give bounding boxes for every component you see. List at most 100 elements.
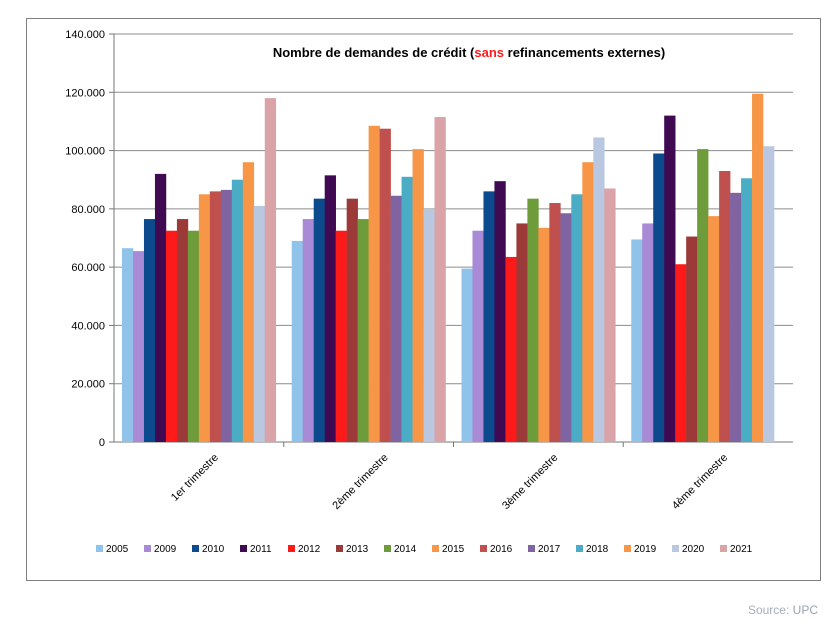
bar-2015-q1: [198, 194, 211, 442]
bar-2005-q1: [122, 248, 134, 442]
bar-2011-q4: [664, 115, 676, 442]
legend-label-2016: 2016: [490, 544, 513, 555]
chart-title-after: refinancements externes): [504, 45, 665, 60]
bar-2011-q3: [494, 181, 506, 443]
legend-swatch-2005: [96, 545, 103, 552]
legend-label-2015: 2015: [442, 544, 465, 555]
legend-label-2019: 2019: [634, 544, 657, 555]
bar-2009-q1: [132, 251, 145, 442]
legend-swatch-2019: [624, 545, 631, 552]
legend-swatch-2020: [672, 545, 679, 552]
bar-2005-q3: [461, 268, 473, 442]
bar-2015-q4: [708, 216, 720, 442]
y-tick-label: 80.000: [71, 204, 105, 216]
chart-title: Nombre de demandes de crédit (sans refin…: [273, 45, 665, 60]
bar-2017-q2: [390, 195, 402, 442]
legend-swatch-2016: [480, 545, 487, 552]
legend-label-2011: 2011: [250, 544, 272, 555]
bar-2009-q3: [472, 230, 484, 442]
legend-swatch-2012: [288, 545, 295, 552]
x-category-label: 4ème trimestre: [670, 452, 730, 512]
bar-2013-q1: [176, 219, 189, 442]
legend-swatch-2021: [720, 545, 727, 552]
bar-2020-q4: [763, 146, 775, 442]
bar-2020-q3: [593, 137, 605, 442]
legend-swatch-2009: [144, 545, 151, 552]
bar-2012-q3: [505, 256, 517, 442]
chart-title-before: Nombre de demandes de crédit (: [273, 45, 475, 60]
chart-frame: Nombre de demandes de crédit (sans refin…: [26, 18, 821, 581]
legend-label-2013: 2013: [346, 544, 369, 555]
legend-swatch-2011: [240, 545, 247, 552]
y-tick-label: 140.000: [65, 29, 105, 41]
bar-2020-q1: [253, 205, 266, 442]
bar-2017-q4: [730, 192, 742, 442]
bar-2012-q4: [675, 264, 687, 442]
bar-2021-q3: [604, 188, 616, 442]
x-category-label: 2ème trimestre: [330, 452, 390, 512]
bar-2015-q2: [368, 125, 380, 443]
legend-swatch-2010: [192, 545, 199, 552]
y-tick-label: 100.000: [65, 146, 105, 158]
legend-label-2010: 2010: [202, 544, 225, 555]
x-category-label: 3ème trimestre: [500, 452, 560, 512]
bar-2017-q3: [560, 213, 572, 442]
bar-2014-q3: [527, 198, 539, 442]
bar-2018-q4: [741, 178, 753, 442]
bar-2011-q2: [324, 175, 336, 442]
bar-2016-q1: [209, 191, 222, 442]
y-tick-label: 20.000: [71, 379, 105, 391]
legend-swatch-2018: [576, 545, 583, 552]
bar-2013-q2: [346, 198, 358, 442]
bar-chart: Nombre de demandes de crédit (sans refin…: [65, 29, 793, 555]
y-tick-label: 40.000: [71, 320, 105, 332]
source-name: UPC: [792, 603, 818, 617]
source-credit: Source: UPC: [748, 603, 818, 617]
bar-2021-q2: [434, 117, 446, 442]
x-category-label: 1er trimestre: [169, 452, 221, 504]
legend-label-2021: 2021: [730, 544, 753, 555]
bar-2016-q2: [379, 128, 391, 442]
legend-swatch-2013: [336, 545, 343, 552]
legend-label-2020: 2020: [682, 544, 705, 555]
bar-2021-q1: [264, 98, 277, 443]
bar-2009-q4: [642, 223, 654, 442]
bar-2011-q1: [154, 173, 167, 442]
bar-2018-q2: [401, 176, 413, 443]
bar-2012-q1: [165, 230, 178, 442]
chart-title-highlight: sans: [474, 45, 504, 60]
bar-2005-q2: [291, 240, 304, 442]
bar-2005-q4: [631, 239, 643, 442]
bar-2018-q3: [571, 194, 583, 442]
bar-2010-q4: [653, 153, 665, 443]
bar-2019-q4: [752, 93, 764, 443]
bar-2019-q2: [412, 149, 424, 443]
legend-swatch-2015: [432, 545, 439, 552]
bar-2019-q3: [582, 162, 594, 443]
bar-2018-q1: [231, 179, 244, 442]
bar-2014-q4: [697, 149, 709, 443]
y-tick-label: 120.000: [65, 87, 105, 99]
bar-2020-q2: [423, 208, 435, 442]
bar-2016-q3: [549, 203, 561, 442]
bar-2010-q3: [483, 191, 495, 442]
bar-2010-q2: [313, 198, 325, 442]
bar-2016-q4: [719, 170, 731, 442]
legend-swatch-2017: [528, 545, 535, 552]
bar-2013-q3: [516, 223, 528, 442]
y-tick-label: 0: [99, 437, 105, 449]
legend-label-2012: 2012: [298, 544, 321, 555]
bar-2010-q1: [143, 219, 156, 442]
bar-2017-q1: [220, 189, 233, 442]
bar-2015-q3: [538, 227, 550, 442]
legend-swatch-2014: [384, 545, 391, 552]
bar-2014-q2: [357, 219, 369, 442]
bar-2009-q2: [302, 219, 315, 442]
legend-label-2017: 2017: [538, 544, 561, 555]
source-label: Source:: [747, 603, 790, 617]
bar-2014-q1: [187, 230, 200, 442]
legend-label-2014: 2014: [394, 544, 417, 555]
legend-label-2009: 2009: [154, 544, 177, 555]
y-tick-label: 60.000: [71, 262, 105, 274]
bar-2012-q2: [335, 230, 347, 442]
